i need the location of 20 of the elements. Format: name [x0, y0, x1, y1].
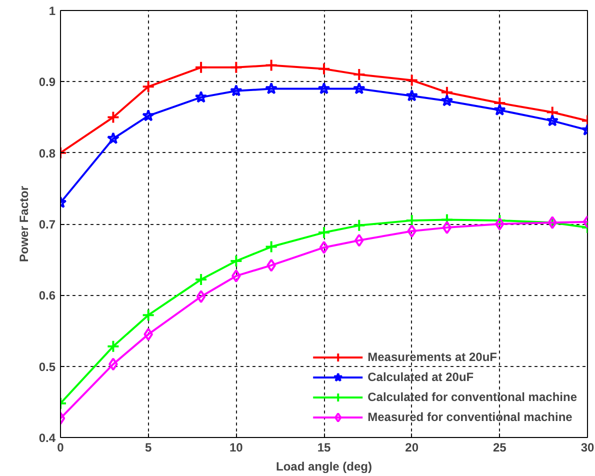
- legend-label: Calculated for conventional machine: [368, 389, 577, 405]
- x-tick-label: 20: [405, 440, 419, 454]
- y-tick-label: 0.6: [38, 288, 56, 303]
- y-tick-label: 0.7: [38, 218, 56, 232]
- legend-label: Calculated at 20uF: [368, 369, 474, 385]
- y-tick-label: 0.9: [38, 75, 56, 90]
- x-tick-label: 25: [492, 440, 507, 454]
- x-tick-label: 15: [317, 440, 331, 454]
- y-tick-label: 0.5: [38, 360, 56, 374]
- y-axis-title: Power Factor: [16, 186, 31, 262]
- legend-label: Measurements at 20uF: [368, 349, 497, 365]
- x-tick-label: 10: [229, 440, 244, 454]
- y-tick-label: 1: [48, 4, 56, 18]
- x-axis-title: Load angle (deg): [276, 460, 372, 474]
- legend-label: Measured for conventional machine: [368, 409, 572, 425]
- y-tick-label: 0.4: [38, 431, 56, 445]
- x-tick-label: 5: [144, 440, 152, 454]
- x-tick-label: 0: [57, 440, 64, 454]
- x-tick-label: 30: [580, 440, 594, 454]
- y-tick-label: 0.8: [38, 146, 56, 160]
